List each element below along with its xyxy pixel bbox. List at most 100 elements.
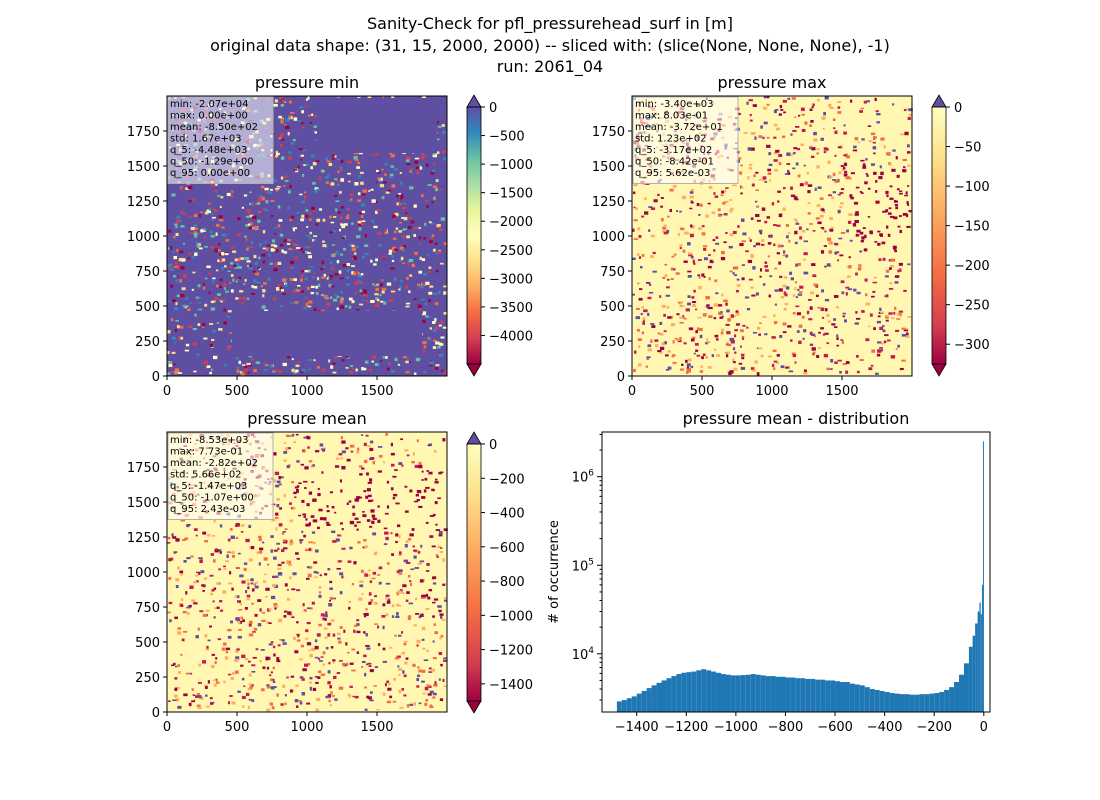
- heatmap-speckle: [401, 687, 405, 691]
- heatmap-speckle: [827, 320, 831, 323]
- heatmap-speckle: [343, 663, 347, 667]
- heatmap-speckle: [711, 260, 714, 264]
- heatmap-speckle: [175, 585, 179, 589]
- heatmap-speckle: [222, 590, 227, 594]
- heatmap-speckle: [346, 458, 351, 462]
- heatmap-speckle: [292, 139, 296, 142]
- heatmap-speckle: [355, 368, 358, 372]
- heatmap-speckle: [249, 222, 253, 226]
- histogram-bar: [770, 676, 776, 712]
- heatmap-speckle: [363, 613, 367, 618]
- stats-line: min: -8.53e+03: [170, 435, 249, 446]
- heatmap-speckle: [428, 364, 433, 367]
- heatmap-speckle: [177, 627, 182, 630]
- heatmap-speckle: [327, 174, 330, 178]
- heatmap-speckle: [176, 265, 181, 269]
- heatmap-speckle: [809, 331, 813, 335]
- heatmap-speckle: [266, 621, 269, 624]
- histogram-bar: [859, 685, 865, 712]
- heatmap-speckle: [318, 623, 322, 627]
- heatmap-speckle: [425, 281, 430, 285]
- heatmap-speckle: [433, 598, 439, 601]
- heatmap-speckle: [694, 342, 699, 346]
- histogram-bar: [899, 694, 905, 712]
- heatmap-speckle: [320, 448, 326, 451]
- heatmap-speckle: [268, 643, 273, 646]
- heatmap-speckle: [829, 217, 834, 220]
- heatmap-speckle: [637, 338, 642, 341]
- heatmap-speckle: [354, 524, 357, 527]
- heatmap-speckle: [334, 272, 339, 276]
- heatmap-speckle: [748, 278, 753, 281]
- heatmap-speckle: [215, 284, 219, 288]
- heatmap-speckle: [898, 310, 904, 313]
- heatmap-speckle: [372, 460, 376, 465]
- histogram-bar: [959, 674, 964, 712]
- histogram-bar: [924, 694, 930, 712]
- heatmap-speckle: [352, 367, 355, 370]
- heatmap-speckle: [888, 312, 893, 315]
- heatmap-speckle: [368, 601, 372, 605]
- heatmap-speckle: [175, 279, 179, 283]
- heatmap-speckle: [358, 465, 363, 468]
- heatmap-speckle: [244, 279, 247, 282]
- heatmap-speckle: [230, 677, 235, 680]
- heatmap-speckle: [234, 658, 239, 662]
- heatmap-speckle: [316, 218, 321, 222]
- heatmap-speckle: [306, 286, 310, 290]
- y-tick-label: 104: [572, 646, 595, 663]
- heatmap-speckle: [283, 610, 288, 613]
- heatmap-speckle: [868, 140, 873, 143]
- heatmap-speckle: [335, 457, 340, 460]
- heatmap-speckle: [299, 541, 303, 544]
- heatmap-speckle: [729, 337, 735, 342]
- heatmap-speckle: [404, 510, 409, 513]
- heatmap-speckle: [223, 565, 226, 568]
- heatmap-speckle: [227, 673, 232, 676]
- heatmap-speckle: [418, 236, 422, 240]
- heatmap-speckle: [258, 535, 262, 539]
- heatmap-speckle: [700, 365, 703, 368]
- heatmap-speckle: [670, 315, 673, 319]
- heatmap-speckle: [874, 97, 877, 102]
- heatmap-speckle: [691, 301, 697, 304]
- heatmap-speckle: [821, 289, 824, 293]
- heatmap-speckle: [314, 187, 319, 190]
- heatmap-speckle: [343, 223, 348, 226]
- heatmap-speckle: [273, 369, 278, 372]
- heatmap-speckle: [421, 282, 426, 286]
- x-tick-label: −800: [768, 720, 804, 735]
- heatmap-speckle: [879, 307, 882, 311]
- heatmap-speckle: [774, 303, 777, 306]
- heatmap-speckle: [746, 326, 749, 329]
- histogram-bar: [716, 672, 722, 712]
- heatmap-speckle: [185, 187, 189, 190]
- heatmap-speckle: [876, 320, 881, 324]
- heatmap-speckle: [308, 269, 311, 273]
- heatmap-speckle: [332, 660, 335, 664]
- heatmap-speckle: [321, 260, 324, 264]
- heatmap-speckle: [167, 263, 172, 267]
- heatmap-speckle: [377, 470, 382, 473]
- heatmap-speckle: [297, 634, 300, 638]
- heatmap-speckle: [398, 553, 402, 556]
- heatmap-speckle: [301, 126, 305, 129]
- heatmap-speckle: [288, 190, 291, 194]
- heatmap-speckle: [334, 178, 338, 181]
- heatmap-speckle: [273, 549, 278, 552]
- heatmap-speckle: [294, 256, 299, 260]
- heatmap-speckle: [167, 611, 171, 614]
- heatmap-speckle: [220, 258, 226, 262]
- heatmap-speckle: [786, 163, 791, 165]
- heatmap-speckle: [365, 644, 370, 647]
- heatmap-speckle: [268, 253, 271, 257]
- heatmap-speckle: [327, 622, 332, 626]
- heatmap-speckle: [899, 267, 902, 271]
- heatmap-speckle: [377, 519, 381, 523]
- heatmap-speckle: [272, 479, 276, 483]
- heatmap-speckle: [414, 157, 419, 160]
- heatmap-speckle: [359, 282, 364, 284]
- heatmap-speckle: [686, 367, 691, 371]
- heatmap-speckle: [750, 132, 756, 135]
- heatmap-speckle: [313, 125, 318, 128]
